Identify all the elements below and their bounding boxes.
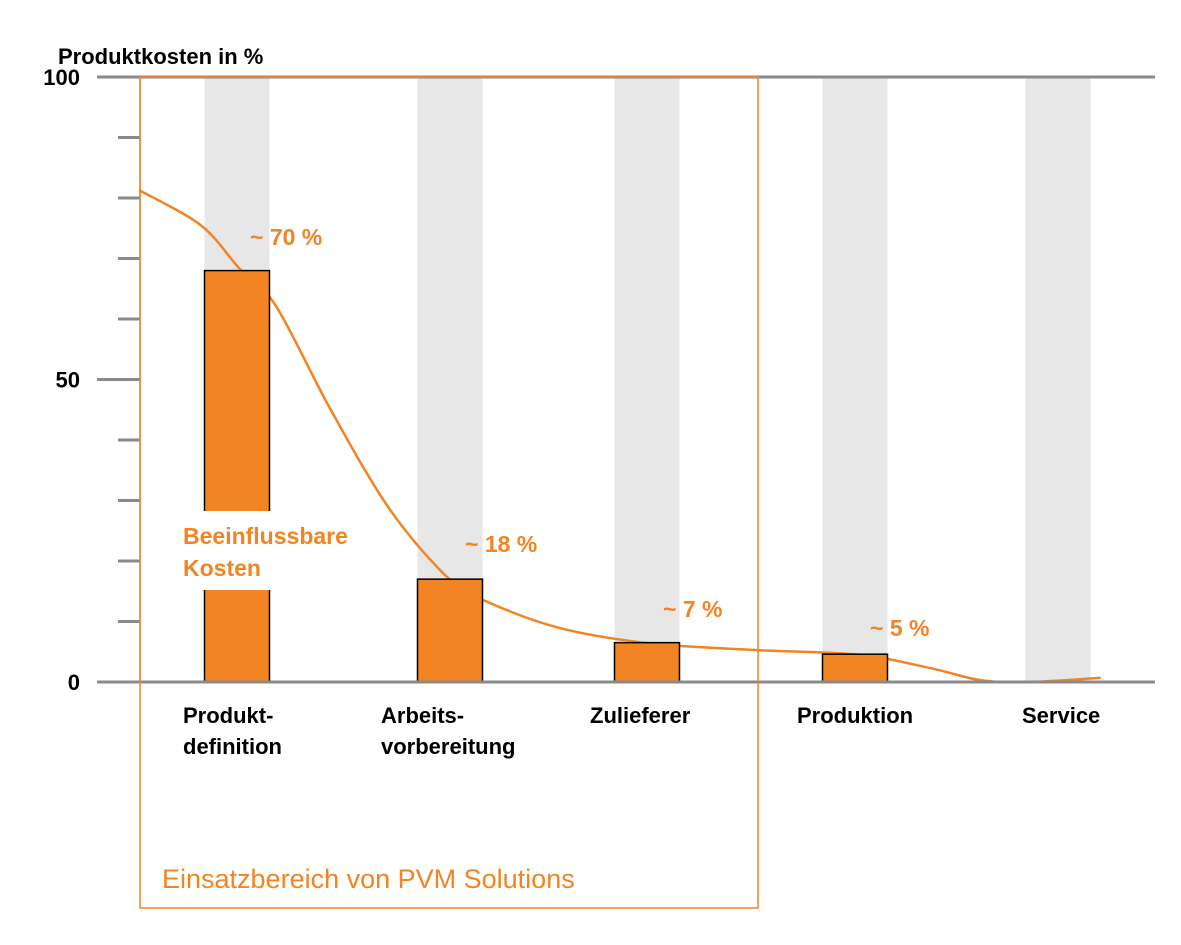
data-label: ~ 7 % (663, 596, 722, 622)
category-label: Produktion (797, 703, 913, 728)
y-tick-label: 50 (56, 368, 80, 393)
data-label: ~ 18 % (465, 531, 537, 557)
y-axis-label: Produktkosten in % (58, 44, 263, 69)
category-label: vorbereitung (381, 734, 515, 759)
bar (613, 641, 681, 683)
bar (203, 269, 271, 683)
category-column-bg (1025, 77, 1091, 682)
data-label: ~ 70 % (250, 224, 322, 250)
y-tick-label: 100 (43, 65, 80, 90)
highlight-region-box (139, 76, 759, 909)
category-label: Zulieferer (590, 703, 691, 728)
y-tick-label: 0 (68, 670, 80, 695)
curve-label: Beeinflussbare Kosten (183, 523, 354, 581)
highlight-region-label: Einsatzbereich von PVM Solutions (162, 864, 575, 894)
category-label: Produkt- (183, 703, 273, 728)
category-label: Arbeits- (381, 703, 464, 728)
data-label: ~ 5 % (870, 615, 929, 641)
category-column-bg (822, 77, 888, 682)
bar (416, 578, 484, 683)
curve-label-background (176, 511, 356, 590)
category-column-bg (614, 77, 680, 682)
category-label: Service (1022, 703, 1100, 728)
category-label: definition (183, 734, 282, 759)
bar (821, 653, 889, 683)
